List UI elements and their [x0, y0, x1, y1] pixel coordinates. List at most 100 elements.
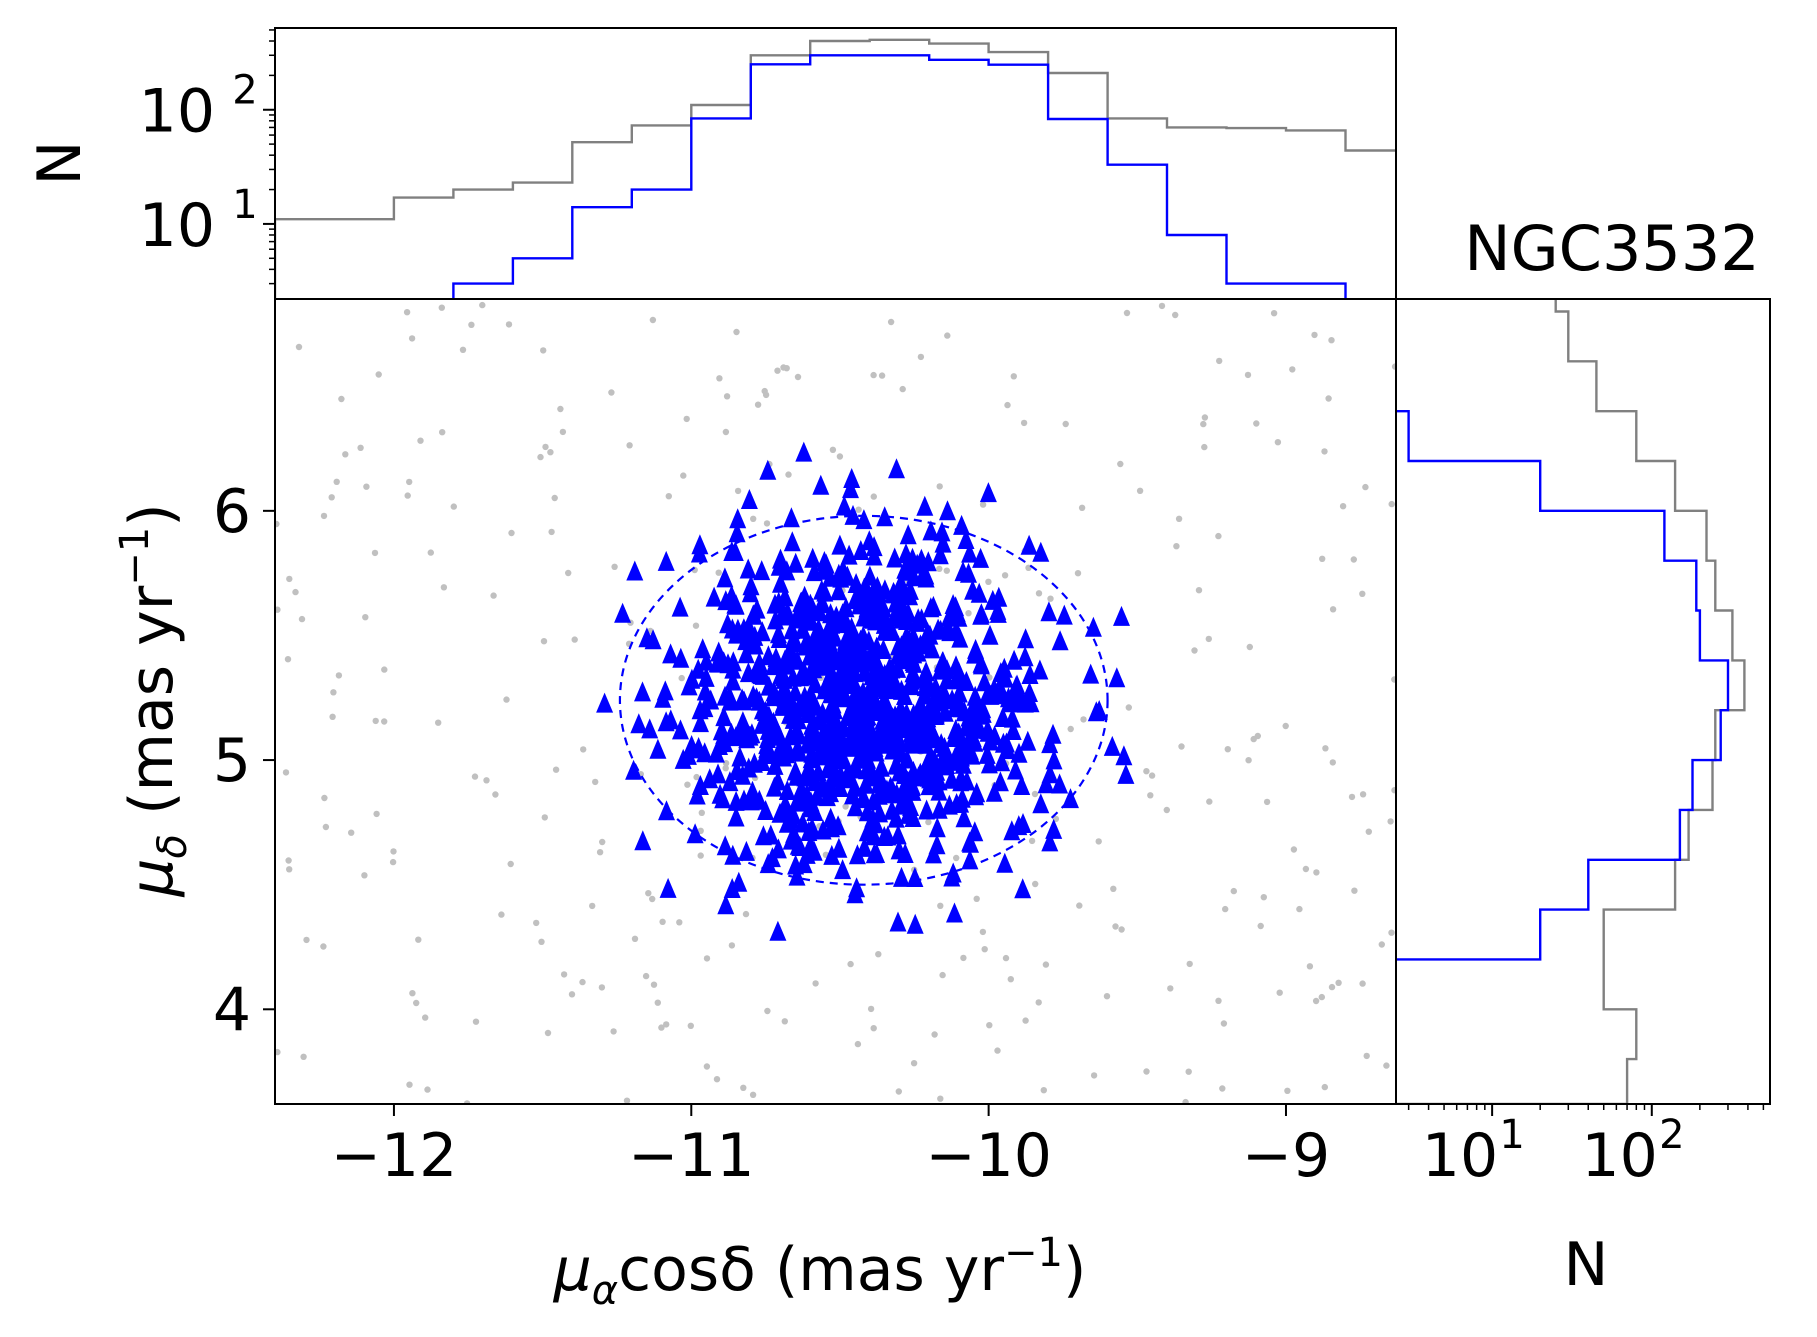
member-star-point: [686, 823, 704, 844]
field-star-point: [559, 428, 567, 436]
member-star-point: [717, 894, 735, 915]
field-star-point: [540, 638, 548, 645]
member-star-point: [845, 674, 863, 694]
field-star-point: [413, 999, 420, 1007]
field-star-point: [1224, 746, 1232, 753]
field-star-point: [409, 990, 416, 997]
member-star-point: [769, 838, 787, 859]
field-star-point: [1328, 983, 1336, 991]
member-star-point: [733, 688, 751, 709]
member-star-point: [724, 844, 742, 865]
field-star-point: [1321, 1083, 1329, 1091]
field-star-point: [371, 549, 379, 557]
field-star-point: [541, 814, 548, 821]
member-star-point: [1115, 745, 1133, 766]
chart-title: NGC3532: [1464, 212, 1760, 285]
right-x-tick-exponent: 2: [1659, 1112, 1684, 1158]
member-star-point: [919, 751, 937, 772]
member-star-point: [737, 840, 755, 861]
member-star-point: [964, 727, 982, 748]
member-star-point: [690, 542, 708, 563]
member-star-point: [753, 713, 771, 734]
field-star-point: [348, 829, 355, 836]
member-star-point: [649, 738, 667, 759]
member-star-point: [968, 782, 986, 803]
member-star-point: [785, 627, 803, 648]
member-star-point: [914, 564, 932, 585]
member-star-point: [662, 643, 680, 664]
member-star-point: [705, 586, 723, 607]
field-star-point: [944, 332, 951, 339]
member-star-point: [697, 666, 715, 687]
member-star-point: [878, 779, 896, 800]
field-star-point: [917, 353, 925, 361]
member-star-point: [783, 531, 801, 552]
member-star-point: [882, 720, 900, 741]
member-star-point: [893, 635, 910, 656]
field-star-point: [715, 569, 722, 576]
member-star-point: [867, 813, 885, 834]
field-star-point: [1200, 420, 1207, 428]
field-star-point: [1182, 1098, 1189, 1104]
field-star-point: [1296, 905, 1303, 913]
field-star-point: [1365, 828, 1373, 835]
member-star-point: [1041, 733, 1059, 754]
member-star-point: [905, 709, 923, 729]
field-star-point: [1325, 395, 1332, 402]
member-star-point: [1051, 773, 1069, 794]
field-star-point: [389, 858, 397, 866]
field-star-point: [713, 1076, 721, 1083]
field-star-point: [1147, 792, 1154, 799]
member-star-point: [719, 653, 737, 674]
field-star-point: [1363, 1052, 1370, 1060]
right-x-tick-exponent: 1: [1499, 1112, 1524, 1158]
field-star-point: [610, 1028, 617, 1035]
field-star-point: [1195, 587, 1203, 594]
field-star-point: [1391, 787, 1396, 794]
member-star-point: [967, 638, 985, 659]
field-star-point: [483, 777, 490, 784]
field-star-point: [363, 483, 370, 490]
member-star-point: [860, 630, 878, 651]
member-star-point: [634, 681, 651, 702]
field-star-point: [565, 569, 572, 577]
field-star-point: [599, 838, 606, 846]
field-star-point: [1002, 954, 1010, 962]
y-label-exp: −1: [112, 527, 158, 586]
field-star-point: [1040, 1087, 1048, 1094]
member-star-point: [897, 543, 915, 564]
field-star-point: [1348, 793, 1356, 801]
field-star-point: [649, 316, 657, 324]
field-star-point: [676, 919, 683, 926]
member-star-point: [731, 746, 749, 767]
member-star-point: [989, 599, 1007, 620]
scatter-x-label: μαcosδ (mas yr−1): [553, 1230, 1087, 1314]
field-star-point: [697, 827, 704, 834]
member-star-point: [671, 596, 689, 617]
member-star-point: [856, 605, 874, 626]
x-label-exp: −1: [1004, 1230, 1063, 1276]
field-star-point: [722, 428, 730, 436]
member-star-point: [990, 586, 1008, 607]
field-star-point: [910, 1060, 918, 1067]
member-star-point: [924, 595, 942, 616]
field-star-point: [953, 854, 960, 862]
field-star-point: [973, 895, 980, 902]
member-star-point: [795, 660, 813, 681]
field-star-point: [381, 666, 388, 673]
field-star-point: [663, 1021, 670, 1028]
member-star-point: [1019, 730, 1037, 751]
member-star-point: [659, 877, 677, 898]
member-star-point: [696, 697, 714, 718]
member-star-point: [912, 548, 930, 569]
member-star-point: [925, 843, 942, 864]
field-star-point: [623, 1097, 631, 1104]
field-star-point: [1010, 373, 1017, 380]
field-star-point: [390, 848, 397, 855]
member-star-point: [848, 844, 866, 865]
member-star-point: [896, 843, 914, 863]
member-star-point: [626, 560, 644, 581]
field-star-point: [403, 309, 411, 316]
member-star-point: [914, 762, 932, 783]
field-star-point: [645, 890, 652, 897]
